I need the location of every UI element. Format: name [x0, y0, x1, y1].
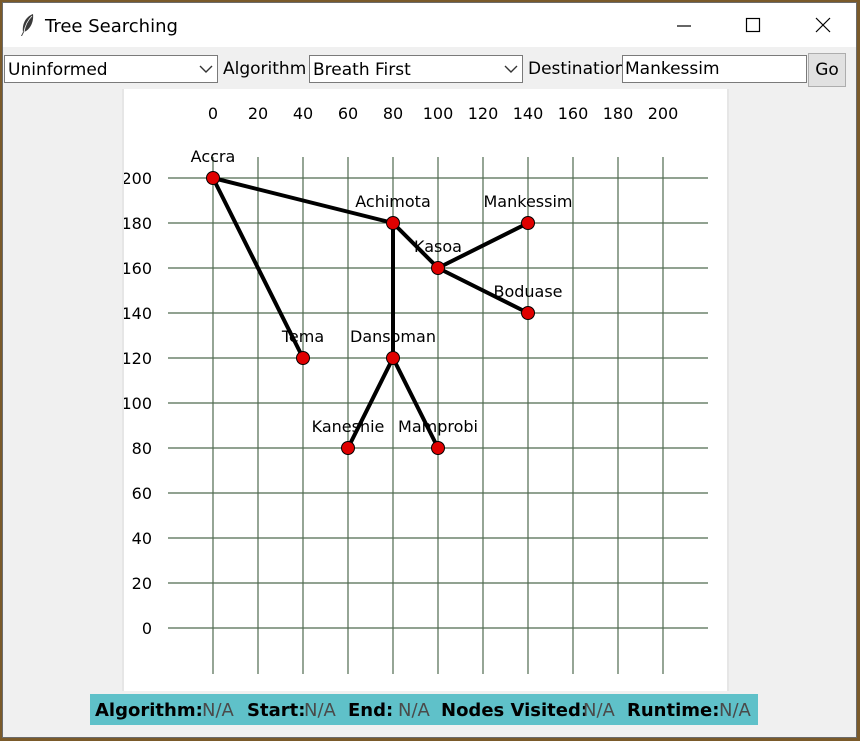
status-algorithm-label: Algorithm:: [95, 700, 203, 721]
node-label: Accra: [191, 147, 236, 166]
close-button[interactable]: [800, 3, 846, 47]
graph-node[interactable]: [521, 216, 535, 230]
graph-edge: [391, 221, 440, 270]
search-type-select[interactable]: Uninformed: [4, 55, 218, 83]
x-tick-label: 80: [383, 104, 403, 123]
y-tick-label: 140: [124, 304, 152, 323]
search-type-value: Uninformed: [8, 60, 108, 80]
node-label: Achimota: [355, 192, 431, 211]
feather-icon: [21, 14, 34, 36]
chevron-down-icon: [199, 65, 213, 73]
x-tick-label: 180: [603, 104, 634, 123]
x-tick-label: 20: [248, 104, 268, 123]
y-tick-label: 0: [142, 619, 152, 638]
x-tick-label: 40: [293, 104, 313, 123]
y-tick-label: 120: [124, 349, 152, 368]
x-tick-label: 0: [208, 104, 218, 123]
graph-edge: [437, 221, 529, 270]
graph-node[interactable]: [431, 441, 445, 455]
toolbar: Uninformed Algorithm Breath First Destin…: [3, 51, 856, 89]
node-label: Boduase: [493, 282, 562, 301]
graph-svg: 0 20 40 60 80 100 120 140 160 180 2002001801601401…: [121, 104, 708, 674]
minimize-button[interactable]: [661, 3, 707, 47]
x-tick-label: 160: [558, 104, 589, 123]
node-label: Mankessim: [484, 192, 573, 211]
algorithm-label: Algorithm: [223, 59, 307, 79]
graph-canvas[interactable]: 0 20 40 60 80 100 120 140 160 180 200 200 180 160 140 1…: [121, 89, 729, 691]
destination-input[interactable]: [625, 59, 803, 79]
node-label: Dansoman: [350, 327, 436, 346]
status-bar: Algorithm: N/A Start: N/A End: N/A Nodes…: [90, 694, 758, 725]
graph-node[interactable]: [431, 261, 445, 275]
close-icon: [815, 17, 831, 33]
destination-field[interactable]: [622, 55, 807, 83]
maximize-button[interactable]: [730, 3, 776, 47]
x-tick-label: 140: [513, 104, 544, 123]
destination-label: Destination: [528, 59, 626, 79]
graph-node[interactable]: [386, 216, 400, 230]
graph-node[interactable]: [521, 306, 535, 320]
status-runtime-value: N/A: [719, 700, 751, 721]
status-end-label: End:: [348, 700, 394, 721]
x-tick-label: 60: [338, 104, 358, 123]
title-bar[interactable]: Tree Searching: [3, 3, 856, 47]
y-tick-label: 200: [124, 169, 152, 188]
x-tick-label: 200: [648, 104, 679, 123]
algorithm-select[interactable]: Breath First: [309, 55, 523, 83]
minimize-icon: [677, 25, 691, 27]
status-start-label: Start:: [247, 700, 306, 721]
y-tick-label: 60: [132, 484, 152, 503]
y-tick-label: 180: [124, 214, 152, 233]
status-runtime-label: Runtime:: [627, 700, 720, 721]
status-visited-label: Nodes Visited:: [441, 700, 589, 721]
graph-edge: [437, 266, 529, 315]
status-start-value: N/A: [304, 700, 336, 721]
go-button[interactable]: Go: [808, 53, 846, 87]
status-algorithm-value: N/A: [202, 700, 234, 721]
graph-edge: [391, 357, 440, 449]
window-title: Tree Searching: [45, 16, 178, 37]
graph-node[interactable]: [296, 351, 310, 365]
graph-edge: [212, 176, 394, 225]
x-tick-label: 100: [423, 104, 454, 123]
y-tick-label: 160: [124, 259, 152, 278]
graph-node[interactable]: [206, 171, 220, 185]
graph-node[interactable]: [386, 351, 400, 365]
node-label: Mamprobi: [398, 417, 478, 436]
graph-node[interactable]: [341, 441, 355, 455]
status-visited-value: N/A: [583, 700, 615, 721]
maximize-icon: [745, 17, 761, 33]
y-tick-label: 20: [132, 574, 152, 593]
node-label: Kasoa: [414, 237, 462, 256]
x-tick-label: 120: [468, 104, 499, 123]
y-tick-label: 100: [124, 394, 152, 413]
algorithm-value: Breath First: [313, 60, 411, 80]
y-tick-label: 80: [132, 439, 152, 458]
graph-edge: [211, 177, 305, 359]
node-label: Kaneshie: [312, 417, 385, 436]
graph-edge: [346, 357, 395, 449]
status-end-value: N/A: [398, 700, 430, 721]
y-tick-label: 40: [132, 529, 152, 548]
node-label: Tema: [281, 327, 324, 346]
chevron-down-icon: [504, 65, 518, 73]
